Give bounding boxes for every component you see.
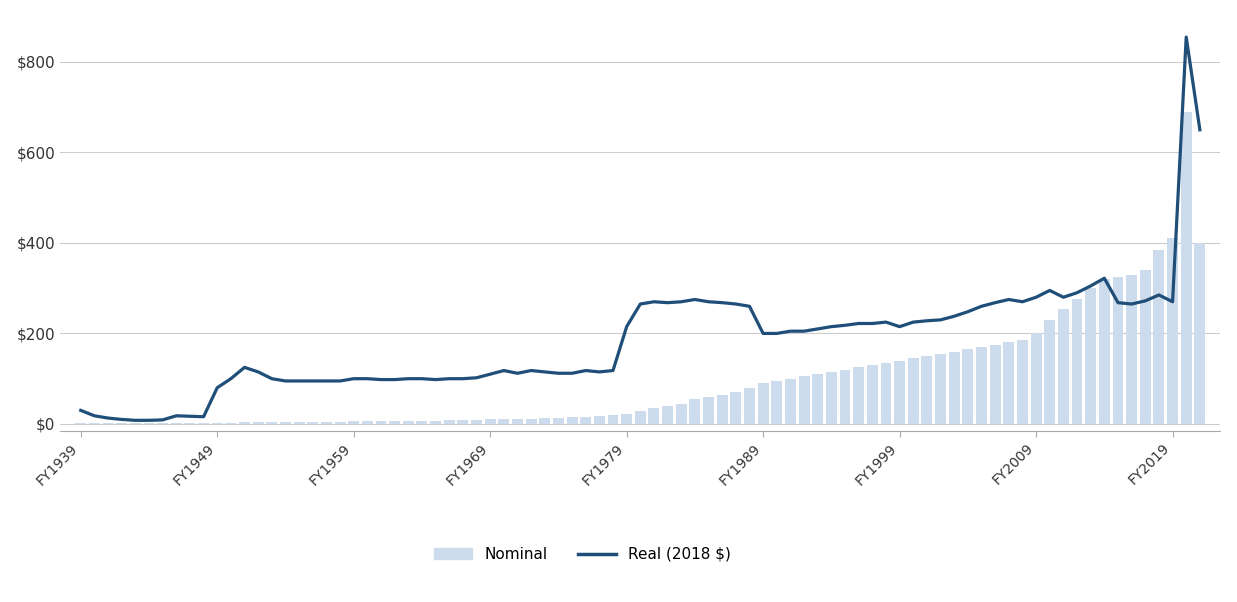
Bar <box>75 423 87 424</box>
Bar <box>1003 343 1014 424</box>
Bar <box>485 420 496 424</box>
Bar <box>1085 288 1096 424</box>
Bar <box>171 423 182 424</box>
Bar <box>703 397 714 424</box>
Bar <box>799 376 809 424</box>
Real (2018 $) <box>960 308 975 315</box>
Bar <box>580 417 591 424</box>
Bar <box>320 421 332 424</box>
Bar <box>307 422 318 424</box>
Bar <box>539 418 550 424</box>
Bar <box>908 358 919 424</box>
Real (2018 $) <box>127 417 142 424</box>
Bar <box>212 423 223 424</box>
Bar <box>526 418 537 424</box>
Bar <box>1044 320 1055 424</box>
Bar <box>867 365 878 424</box>
Bar <box>266 422 277 424</box>
Bar <box>553 418 564 424</box>
Bar <box>785 379 795 424</box>
Bar <box>1153 250 1164 424</box>
Bar <box>430 421 442 424</box>
Bar <box>772 381 782 424</box>
Legend: Nominal, Real (2018 $): Nominal, Real (2018 $) <box>428 541 737 568</box>
Bar <box>444 420 455 424</box>
Bar <box>417 421 428 424</box>
Bar <box>813 374 823 424</box>
Bar <box>471 420 482 424</box>
Bar <box>840 370 851 424</box>
Bar <box>962 349 974 424</box>
Bar <box>976 347 987 424</box>
Bar <box>675 403 687 424</box>
Bar <box>1030 334 1042 424</box>
Bar <box>621 414 632 424</box>
Bar <box>390 421 400 424</box>
Bar <box>362 421 372 424</box>
Bar <box>594 416 605 424</box>
Bar <box>607 415 618 424</box>
Bar <box>990 345 1001 424</box>
Bar <box>567 417 578 424</box>
Bar <box>635 411 646 424</box>
Bar <box>1139 270 1150 424</box>
Real (2018 $) <box>1179 34 1194 41</box>
Bar <box>499 419 510 424</box>
Line: Real (2018 $): Real (2018 $) <box>80 37 1200 420</box>
Bar <box>349 421 359 424</box>
Bar <box>1017 340 1028 424</box>
Bar <box>854 367 865 424</box>
Real (2018 $) <box>892 323 907 330</box>
Bar <box>662 406 673 424</box>
Bar <box>252 422 263 424</box>
Bar <box>1071 300 1082 424</box>
Bar <box>648 408 659 424</box>
Bar <box>376 421 386 424</box>
Real (2018 $) <box>319 377 334 385</box>
Bar <box>293 422 304 424</box>
Bar <box>949 352 960 424</box>
Bar <box>826 372 837 424</box>
Bar <box>935 354 946 424</box>
Bar <box>239 422 250 424</box>
Real (2018 $) <box>756 330 771 337</box>
Bar <box>1112 277 1123 424</box>
Real (2018 $) <box>73 407 88 414</box>
Bar <box>198 423 209 424</box>
Bar <box>225 423 236 424</box>
Bar <box>512 419 523 424</box>
Bar <box>1195 243 1205 424</box>
Bar <box>716 394 727 424</box>
Bar <box>743 388 755 424</box>
Bar <box>730 393 741 424</box>
Real (2018 $) <box>251 368 266 376</box>
Bar <box>758 383 768 424</box>
Real (2018 $) <box>155 416 169 423</box>
Bar <box>1126 275 1137 424</box>
Bar <box>1166 238 1178 424</box>
Bar <box>280 422 291 424</box>
Bar <box>334 421 345 424</box>
Bar <box>922 356 933 424</box>
Bar <box>894 361 905 424</box>
Real (2018 $) <box>1192 126 1207 134</box>
Bar <box>184 423 195 424</box>
Bar <box>689 399 700 424</box>
Bar <box>1098 279 1110 424</box>
Bar <box>1181 112 1191 424</box>
Bar <box>403 421 413 424</box>
Bar <box>1058 309 1069 424</box>
Bar <box>458 420 469 424</box>
Bar <box>881 363 892 424</box>
